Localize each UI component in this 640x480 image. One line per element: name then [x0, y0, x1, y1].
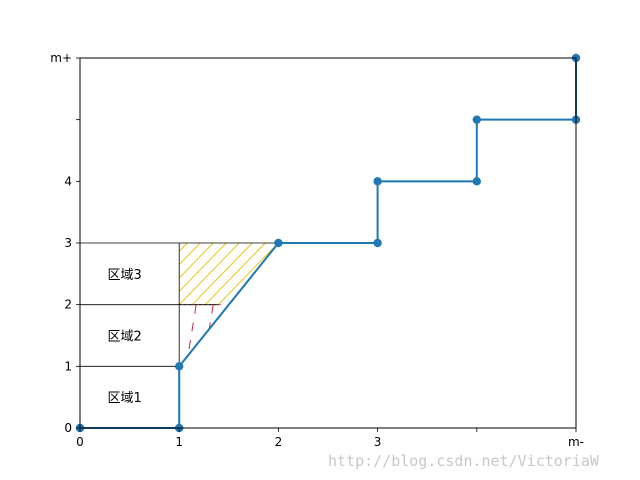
region-layer: 区域1 区域2 区域3: [80, 242, 279, 406]
x-tick-label: m-: [568, 435, 584, 449]
hatch-line: [230, 243, 279, 305]
y-tick-label: m+: [50, 51, 72, 65]
hatch-line: [237, 305, 247, 367]
data-point: [274, 238, 283, 248]
x-tick-label: 0: [76, 435, 84, 449]
y-tick-label: 0: [64, 421, 72, 435]
hatch-line: [179, 243, 214, 305]
x-tick-label: 1: [175, 435, 183, 449]
hatch-line: [271, 305, 281, 367]
hatch-line: [84, 305, 94, 367]
axes: 0 1 2 3 m- 0 1 2 3 4 m+: [50, 51, 584, 449]
hatch-line: [348, 243, 408, 305]
series-line: [80, 58, 577, 429]
hatch-line: [179, 304, 180, 367]
hatch-line: [179, 243, 240, 305]
hatch-line: [373, 305, 383, 367]
region-label: 区域2: [107, 330, 141, 345]
hatch-line: [179, 243, 227, 305]
hatch-line: [179, 243, 201, 305]
hatch-line: [390, 305, 400, 367]
hatch-line: [288, 305, 298, 367]
hatch-line: [335, 243, 395, 305]
region-label: 区域3: [107, 268, 141, 283]
hatch-line: [322, 305, 332, 367]
y-tick-label: 1: [64, 359, 72, 373]
hatch-line: [191, 243, 253, 305]
x-tick-label: 2: [275, 435, 283, 449]
hatch-line: [322, 243, 382, 305]
watermark: http://blog.csdn.net/VictoriaW: [328, 452, 600, 470]
hatch-line: [283, 243, 343, 305]
region-label: 区域1: [107, 391, 141, 406]
hatch-line: [305, 305, 315, 367]
data-point: [175, 362, 184, 371]
hatch-line: [309, 243, 369, 305]
hatch-line: [356, 305, 366, 367]
hatch-line: [269, 243, 279, 305]
y-tick-label: 3: [64, 236, 72, 250]
y-tick-label: 4: [64, 174, 72, 188]
hatch-line: [152, 305, 162, 367]
y-tick-label: 2: [64, 298, 72, 312]
x-tick-label: 3: [374, 435, 382, 449]
hatch-line: [254, 305, 264, 367]
hatch-line: [339, 305, 349, 367]
data-point: [373, 238, 382, 248]
hatch-line: [217, 243, 279, 305]
data-point: [472, 115, 481, 124]
data-point: [472, 177, 481, 186]
hatch-line: [67, 305, 77, 367]
hatch-line: [204, 243, 266, 305]
line-gap: [235, 287, 253, 308]
data-point: [373, 177, 382, 186]
hatch-line: [256, 243, 279, 305]
hatch-line: [296, 243, 356, 305]
